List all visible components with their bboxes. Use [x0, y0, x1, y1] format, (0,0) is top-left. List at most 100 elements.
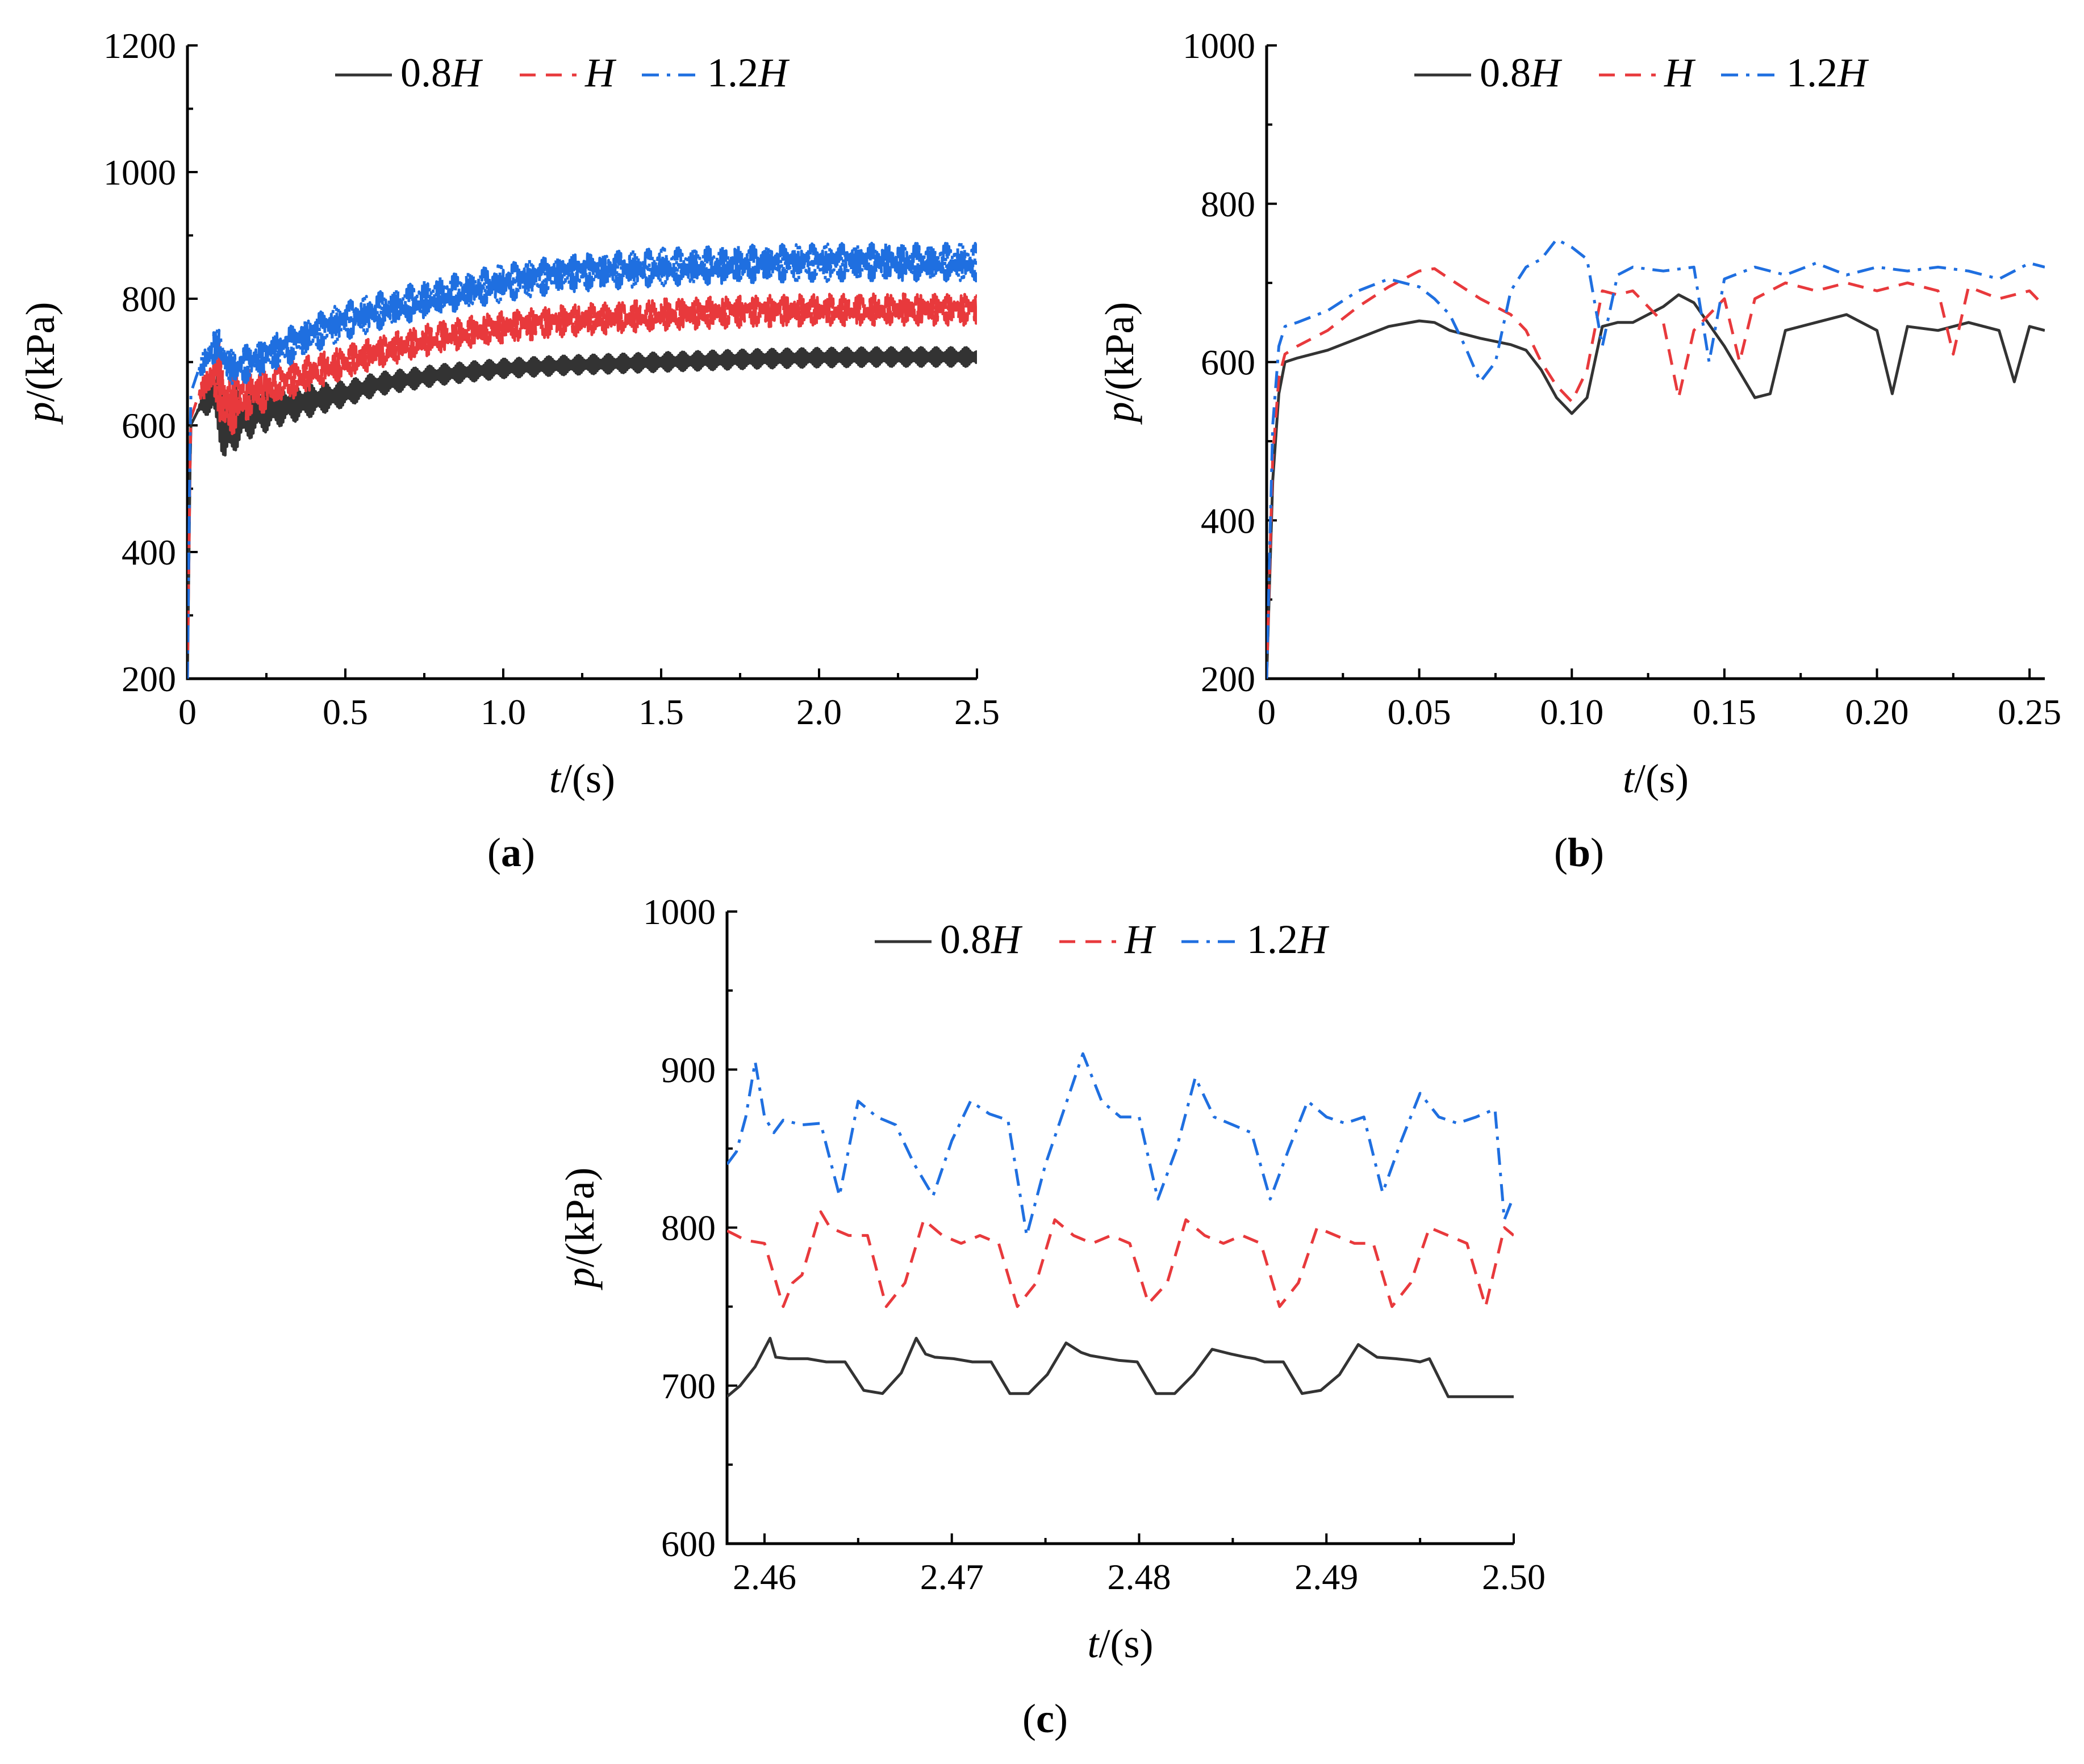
y-tick-label: 1000 — [1183, 26, 1255, 66]
legend-num: 0.8 — [940, 917, 991, 962]
y-axis-unit: /(kPa) — [1097, 302, 1142, 402]
panel-label-letter: b — [1568, 830, 1590, 875]
series-line-08H — [727, 1336, 1514, 1398]
series-line-H — [727, 1210, 1514, 1309]
x-axis-unit: /(s) — [1634, 756, 1689, 801]
legend-label: 0.8H — [400, 50, 483, 95]
legend-num: 1.2 — [1786, 50, 1837, 95]
y-tick-label: 800 — [122, 279, 176, 319]
axis-lines — [725, 912, 1514, 1545]
x-axis-title: t/(s) — [1623, 756, 1689, 801]
panel-label-open: ( — [487, 830, 501, 875]
legend-label: 1.2H — [1247, 917, 1330, 962]
legend-var: H — [1124, 917, 1156, 962]
x-tick-label: 2.0 — [796, 692, 842, 732]
y-axis-title: p/(kPa) — [557, 1168, 603, 1291]
legend-var: H — [1297, 917, 1330, 962]
y-tick-label: 400 — [122, 532, 176, 572]
series-line-12H — [187, 241, 977, 679]
series-line-H — [1267, 267, 2045, 679]
panel-label-open: ( — [1022, 1696, 1036, 1741]
y-tick-label: 400 — [1201, 500, 1255, 541]
legend-var: H — [451, 50, 483, 95]
legend-num: 0.8 — [400, 50, 452, 95]
panel-label-letter: c — [1036, 1696, 1054, 1741]
x-tick-label: 2.5 — [954, 692, 1000, 732]
x-tick-label: 1.0 — [481, 692, 526, 732]
x-axis-var: t — [1088, 1621, 1100, 1666]
panel-label: (c) — [1022, 1696, 1068, 1741]
y-tick-label: 1000 — [643, 892, 716, 932]
series-line-08H — [187, 346, 977, 679]
legend-var: H — [584, 50, 617, 95]
x-axis-var: t — [549, 756, 562, 801]
x-axis-title: t/(s) — [1088, 1621, 1154, 1666]
legend-num: 0.8 — [1480, 50, 1531, 95]
y-tick-label: 1000 — [103, 152, 176, 193]
x-tick-label: 0.5 — [323, 692, 368, 732]
series-line-08H — [1267, 293, 2045, 679]
legend-num: 1.2 — [1247, 917, 1298, 962]
y-axis-var: p — [1097, 402, 1142, 425]
y-tick-label: 600 — [122, 406, 176, 446]
x-tick-label: 2.46 — [733, 1557, 796, 1597]
panel-label-close: ) — [1590, 830, 1604, 875]
y-tick-label: 600 — [661, 1524, 716, 1564]
legend-label: 0.8H — [940, 917, 1023, 962]
y-tick-label: 800 — [661, 1208, 716, 1248]
x-tick-label: 2.50 — [1482, 1557, 1546, 1597]
legend-label: H — [1664, 50, 1696, 95]
x-tick-label: 1.5 — [638, 692, 684, 732]
x-tick-label: 0.20 — [1845, 692, 1909, 732]
legend-label: 0.8H — [1480, 50, 1563, 95]
y-tick-label: 200 — [1201, 659, 1255, 699]
y-tick-label: 200 — [122, 659, 176, 699]
series-line-H — [187, 292, 977, 679]
panel-label: (b) — [1554, 830, 1604, 875]
x-tick-label: 0.25 — [1998, 692, 2061, 732]
panel-label: (a) — [487, 830, 535, 875]
x-tick-label: 2.49 — [1294, 1557, 1358, 1597]
legend-label: H — [584, 50, 617, 95]
legend-var: H — [991, 917, 1023, 962]
panel-label-open: ( — [1554, 830, 1568, 875]
x-tick-label: 2.48 — [1107, 1557, 1171, 1597]
legend-var: H — [1837, 50, 1869, 95]
legend-var: H — [758, 50, 790, 95]
x-tick-label: 2.47 — [920, 1557, 984, 1597]
x-tick-label: 0.05 — [1388, 692, 1451, 732]
axis-lines — [1265, 45, 2045, 680]
x-axis-var: t — [1623, 756, 1635, 801]
x-axis-title: t/(s) — [549, 756, 615, 801]
panel-label-close: ) — [521, 830, 535, 875]
y-axis-unit: /(kPa) — [557, 1168, 603, 1268]
x-axis-unit: /(s) — [1099, 1621, 1154, 1666]
panel-label-letter: a — [501, 830, 521, 875]
legend-var: H — [1530, 50, 1563, 95]
panel-c-chart: 600 700 800 900 1000 2.46 2.47 2.48 2.49 2.50 t/(s… — [557, 892, 1546, 1741]
legend-label: H — [1124, 917, 1156, 962]
x-tick-label: 0.10 — [1540, 692, 1603, 732]
series-line-12H — [1267, 238, 2045, 679]
x-tick-label: 0 — [178, 692, 197, 732]
legend-label: 1.2H — [1786, 50, 1869, 95]
y-tick-label: 700 — [661, 1366, 716, 1406]
legend-num: 1.2 — [707, 50, 758, 95]
panel-label-close: ) — [1054, 1696, 1068, 1741]
panel-a-chart: 200 400 600 800 1000 1200 0 0.5 1.0 1.5 2.0 2.5 t/(s… — [18, 26, 1000, 875]
y-tick-label: 900 — [661, 1050, 716, 1090]
y-axis-var: p — [557, 1267, 603, 1290]
y-axis-title: p/(kPa) — [1097, 302, 1142, 425]
y-tick-label: 1200 — [103, 26, 176, 66]
y-axis-var: p — [18, 402, 63, 425]
y-tick-label: 600 — [1201, 342, 1255, 383]
series-line-12H — [727, 1052, 1514, 1237]
legend-var: H — [1664, 50, 1696, 95]
y-axis-unit: /(kPa) — [18, 302, 63, 402]
x-tick-label: 0 — [1258, 692, 1276, 732]
legend-label: 1.2H — [707, 50, 790, 95]
y-axis-title: p/(kPa) — [18, 302, 63, 425]
x-tick-label: 0.15 — [1693, 692, 1756, 732]
